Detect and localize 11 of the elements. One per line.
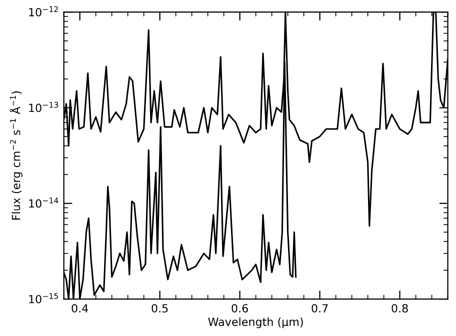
x-tick-label: 0.6 [232,304,248,312]
y-tick-label: 10$^{−15}$ [29,293,58,304]
x-tick-label: 0.4 [72,304,88,312]
y-tick-label: 10$^{−13}$ [29,102,58,112]
x-tick-label: 0.8 [392,304,408,312]
y-axis-title: Flux (erg cm$^{−2}$ s$^{−1}$ Å$^{−1}$) [10,91,22,220]
x-tick-label: 0.5 [152,304,168,312]
x-tick-label: 0.7 [312,304,328,312]
x-axis-title: Wavelength (μm) [208,317,303,328]
y-tick-label: 10$^{−12}$ [29,6,58,16]
y-tick-label: 10$^{−14}$ [29,198,58,208]
